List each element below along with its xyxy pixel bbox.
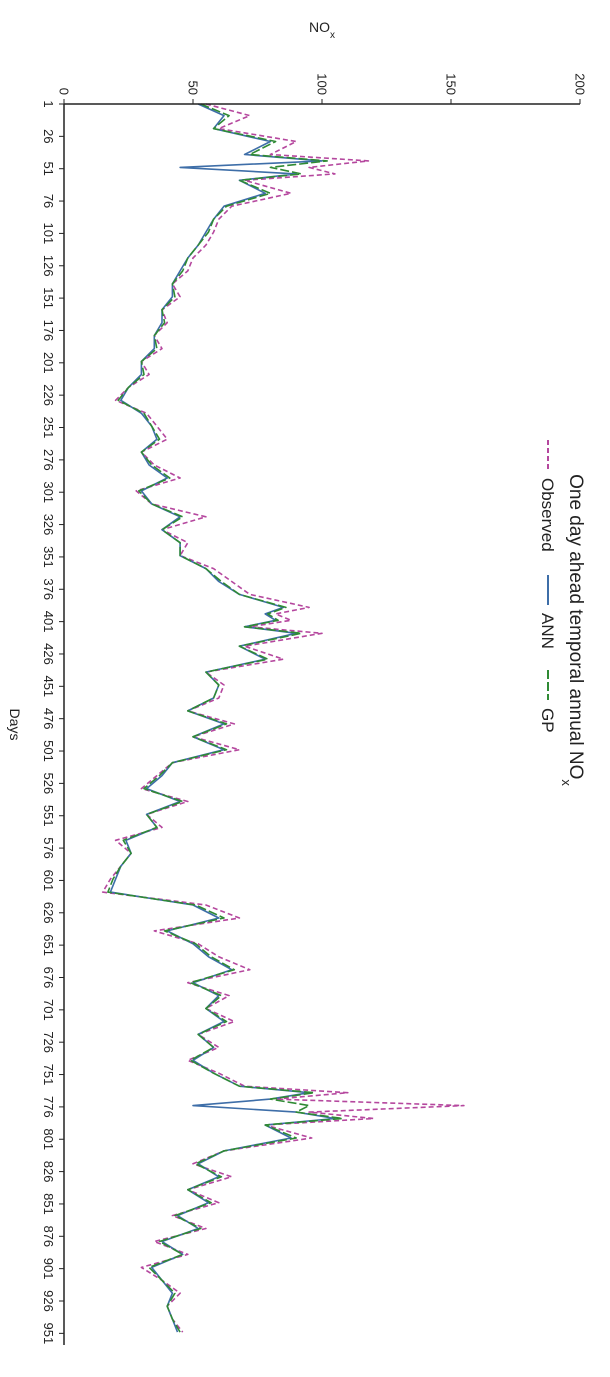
x-tick-label: 951 xyxy=(41,1323,56,1345)
x-tick-label: 426 xyxy=(41,643,56,665)
series-line-ann xyxy=(109,103,336,1333)
x-tick-label: 351 xyxy=(41,546,56,568)
x-tick-label: 576 xyxy=(41,837,56,859)
x-tick-label: 126 xyxy=(41,255,56,277)
x-tick-label: 301 xyxy=(41,481,56,503)
x-tick-label: 776 xyxy=(41,1096,56,1118)
y-tick-label: 150 xyxy=(444,73,459,95)
chart-title-subscript: x xyxy=(560,779,575,786)
x-axis-title: Days xyxy=(7,709,23,741)
x-tick-label: 601 xyxy=(41,870,56,892)
y-axis-ticks: 0 50 100 150 200 xyxy=(57,73,588,104)
x-tick-label: 701 xyxy=(41,999,56,1021)
x-tick-label: 26 xyxy=(41,129,56,143)
x-tick-label: 251 xyxy=(41,417,56,439)
x-tick-label: 501 xyxy=(41,740,56,762)
x-tick-label: 51 xyxy=(41,161,56,175)
series-layer xyxy=(101,103,465,1333)
x-tick-label: 201 xyxy=(41,352,56,374)
chart-title-main: One day ahead temporal annual NO xyxy=(565,474,586,779)
x-tick-label: 751 xyxy=(41,1064,56,1086)
x-tick-label: 626 xyxy=(41,902,56,924)
series-line-gp xyxy=(107,103,344,1333)
x-axis-ticks: 1265176101126151176201226251276301326351… xyxy=(41,100,64,1344)
x-tick-label: 851 xyxy=(41,1193,56,1215)
x-tick-label: 176 xyxy=(41,320,56,342)
x-tick-label: 151 xyxy=(41,287,56,309)
x-tick-label: 901 xyxy=(41,1258,56,1280)
x-tick-label: 276 xyxy=(41,449,56,471)
x-tick-label: 676 xyxy=(41,967,56,989)
x-tick-label: 926 xyxy=(41,1290,56,1312)
y-tick-label: 0 xyxy=(57,88,72,95)
x-tick-label: 726 xyxy=(41,1031,56,1053)
x-tick-label: 551 xyxy=(41,805,56,827)
x-tick-label: 526 xyxy=(41,773,56,795)
x-tick-label: 826 xyxy=(41,1161,56,1183)
x-tick-label: 376 xyxy=(41,578,56,600)
x-tick-label: 401 xyxy=(41,611,56,633)
x-tick-label: 226 xyxy=(41,384,56,406)
y-tick-label: 200 xyxy=(573,73,588,95)
legend-label-gp: GP xyxy=(538,708,557,733)
x-tick-label: 326 xyxy=(41,514,56,536)
x-tick-label: 801 xyxy=(41,1128,56,1150)
y-axis-title-main: NO xyxy=(309,19,330,35)
x-tick-label: 476 xyxy=(41,708,56,730)
series-line-observed xyxy=(101,103,465,1333)
x-tick-label: 1 xyxy=(41,100,56,107)
x-tick-label: 876 xyxy=(41,1225,56,1247)
y-tick-label: 100 xyxy=(315,73,330,95)
y-axis-title: NOx xyxy=(309,19,335,41)
legend: Observed ANN GP xyxy=(538,440,557,733)
y-tick-label: 50 xyxy=(186,81,201,95)
x-tick-label: 101 xyxy=(41,223,56,245)
x-tick-label: 651 xyxy=(41,934,56,956)
x-tick-label: 76 xyxy=(41,194,56,208)
chart-title: One day ahead temporal annual NOx xyxy=(560,474,587,786)
legend-label-ann: ANN xyxy=(538,613,557,649)
x-tick-label: 451 xyxy=(41,675,56,697)
legend-label-observed: Observed xyxy=(538,478,557,552)
y-axis-title-subscript: x xyxy=(330,30,335,41)
